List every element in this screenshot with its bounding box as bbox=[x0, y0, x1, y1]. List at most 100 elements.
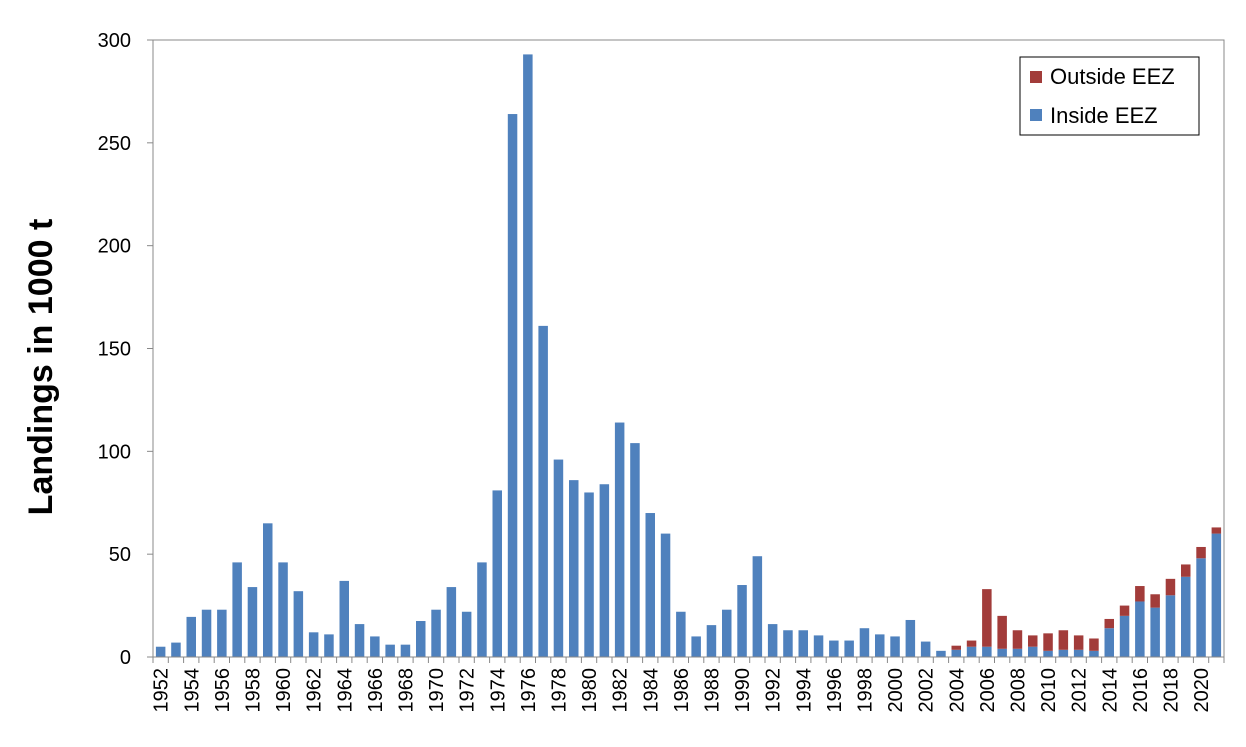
x-tick-label: 1986 bbox=[671, 668, 693, 713]
x-tick-label: 2000 bbox=[885, 668, 907, 713]
bar-inside-eez-2011 bbox=[1058, 649, 1069, 657]
y-tick-label: 50 bbox=[109, 544, 131, 566]
x-tick-label: 1952 bbox=[151, 668, 173, 713]
x-tick-label: 2016 bbox=[1130, 668, 1152, 713]
x-tick-label: 1974 bbox=[487, 668, 509, 713]
bar-inside-eez-1954 bbox=[186, 616, 196, 657]
bar-outside-eez-2008 bbox=[1012, 630, 1023, 649]
bar-inside-eez-1963 bbox=[324, 634, 334, 657]
bar-inside-eez-1993 bbox=[783, 630, 793, 657]
bar-inside-eez-2020 bbox=[1196, 558, 1206, 657]
bar-inside-eez-1972 bbox=[461, 611, 472, 657]
bar-inside-eez-2008 bbox=[1012, 648, 1023, 657]
bar-inside-eez-2007 bbox=[997, 648, 1007, 657]
bar-inside-eez-1978 bbox=[553, 459, 564, 657]
x-tick-label: 1994 bbox=[793, 668, 815, 713]
bar-inside-eez-1955 bbox=[201, 609, 212, 657]
bar-inside-eez-1977 bbox=[538, 325, 548, 657]
bar-inside-eez-1959 bbox=[263, 523, 273, 657]
bar-inside-eez-1979 bbox=[569, 480, 579, 657]
x-tick-label: 2006 bbox=[977, 668, 999, 713]
x-tick-label: 1984 bbox=[640, 668, 662, 713]
bar-inside-eez-1968 bbox=[400, 644, 411, 657]
x-tick-label: 2002 bbox=[916, 668, 938, 713]
bar-inside-eez-1999 bbox=[875, 634, 885, 657]
x-tick-label: 1966 bbox=[365, 668, 387, 713]
x-tick-label: 1956 bbox=[212, 668, 234, 713]
bar-inside-eez-1973 bbox=[477, 562, 487, 657]
legend: Outside EEZ Inside EEZ bbox=[1019, 56, 1200, 136]
bar-inside-eez-1956 bbox=[217, 609, 227, 657]
x-tick-label: 1978 bbox=[548, 668, 570, 713]
bar-inside-eez-2005 bbox=[966, 646, 977, 657]
x-tick-label: 1988 bbox=[701, 668, 723, 713]
bar-inside-eez-2006 bbox=[982, 646, 992, 657]
x-tick-label: 1982 bbox=[610, 668, 632, 713]
bars-layer bbox=[155, 54, 1222, 658]
bar-inside-eez-1960 bbox=[278, 562, 288, 657]
bar-outside-eez-2019 bbox=[1181, 564, 1191, 577]
bar-outside-eez-2020 bbox=[1196, 546, 1206, 559]
x-tick-label: 2018 bbox=[1160, 668, 1182, 713]
bar-inside-eez-2019 bbox=[1181, 576, 1191, 657]
x-tick-label: 1998 bbox=[854, 668, 876, 713]
bar-outside-eez-2016 bbox=[1135, 586, 1145, 602]
legend-swatch-inside-eez bbox=[1030, 109, 1042, 121]
bar-inside-eez-1997 bbox=[844, 640, 854, 657]
x-tick-label: 1954 bbox=[181, 668, 203, 713]
bar-inside-eez-2013 bbox=[1089, 650, 1099, 657]
plot-area bbox=[152, 39, 1225, 658]
bar-inside-eez-1952 bbox=[155, 646, 166, 657]
bar-inside-eez-1980 bbox=[584, 492, 594, 657]
bar-inside-eez-2009 bbox=[1028, 646, 1038, 657]
x-axis: 1952 1954 1956 1958 1960 1962 1964 1966 1968 1970… bbox=[151, 656, 1225, 713]
y-tick-label: 200 bbox=[98, 236, 131, 258]
bar-inside-eez-1985 bbox=[660, 533, 671, 657]
y-axis-label: Landings in 1000 t bbox=[22, 219, 60, 516]
bar-inside-eez-1971 bbox=[446, 587, 457, 657]
y-tick-label: 250 bbox=[98, 133, 131, 155]
bar-outside-eez-2004 bbox=[951, 645, 961, 650]
bar-inside-eez-1987 bbox=[691, 636, 701, 657]
x-tick-label: 2020 bbox=[1191, 668, 1213, 713]
x-tick-label: 2012 bbox=[1069, 668, 1091, 713]
x-tick-label: 1964 bbox=[334, 668, 356, 713]
x-tick-label: 1968 bbox=[395, 668, 417, 713]
bar-inside-eez-1970 bbox=[431, 609, 441, 657]
bar-inside-eez-1989 bbox=[722, 609, 732, 657]
bar-inside-eez-1983 bbox=[630, 443, 640, 657]
bar-inside-eez-1996 bbox=[829, 640, 839, 657]
bar-inside-eez-2015 bbox=[1119, 615, 1130, 657]
bar-outside-eez-2017 bbox=[1150, 594, 1160, 608]
bar-inside-eez-1964 bbox=[339, 580, 349, 657]
y-tick-label: 0 bbox=[120, 647, 131, 669]
bar-inside-eez-2001 bbox=[905, 619, 916, 657]
bar-outside-eez-2007 bbox=[997, 615, 1007, 649]
bar-inside-eez-2003 bbox=[936, 650, 946, 657]
bar-inside-eez-1986 bbox=[676, 611, 686, 657]
x-tick-label: 1996 bbox=[824, 668, 846, 713]
legend-label-outside-eez: Outside EEZ bbox=[1050, 64, 1175, 89]
x-tick-label: 1958 bbox=[242, 668, 264, 713]
y-tick-label: 300 bbox=[98, 30, 131, 52]
bar-outside-eez-2013 bbox=[1089, 638, 1099, 651]
bar-outside-eez-2012 bbox=[1073, 635, 1084, 650]
bar-inside-eez-1991 bbox=[752, 556, 763, 657]
bar-inside-eez-1957 bbox=[232, 562, 242, 657]
legend-swatch-outside-eez bbox=[1030, 71, 1042, 83]
bar-inside-eez-2012 bbox=[1073, 649, 1084, 657]
bar-inside-eez-1982 bbox=[614, 422, 625, 657]
bar-outside-eez-2014 bbox=[1104, 618, 1114, 629]
y-axis: 0 50 100 150 200 250 300 bbox=[98, 30, 154, 669]
bar-inside-eez-1969 bbox=[416, 621, 426, 657]
x-tick-label: 1992 bbox=[763, 668, 785, 713]
bar-inside-eez-1965 bbox=[354, 624, 365, 657]
bar-inside-eez-1953 bbox=[171, 642, 181, 657]
bar-inside-eez-2004 bbox=[951, 649, 961, 657]
bar-inside-eez-1994 bbox=[798, 630, 808, 657]
x-tick-label: 2010 bbox=[1038, 668, 1060, 713]
bar-inside-eez-1998 bbox=[859, 628, 870, 657]
x-tick-label: 2008 bbox=[1007, 668, 1029, 713]
x-tick-label: 1960 bbox=[273, 668, 295, 713]
bar-inside-eez-1988 bbox=[706, 625, 717, 657]
